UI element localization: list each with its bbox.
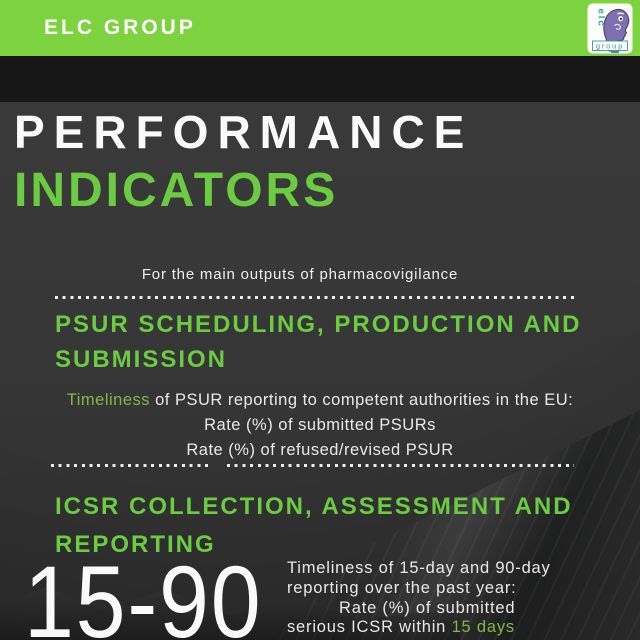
logo-box-text: group — [596, 41, 624, 50]
icsr-section-heading: ICSR COLLECTION, ASSESSMENT AND REPORTIN… — [55, 493, 573, 558]
fifteen-days-highlight: 15 days — [451, 618, 515, 637]
title-indicators: INDICATORS — [14, 164, 339, 217]
dotted-divider-middle-right — [227, 464, 574, 467]
icsr-body-line-4: serious ICSR within 15 days — [287, 618, 567, 638]
psur-body-line-2: Rate (%) of submitted PSURs — [204, 416, 436, 434]
elc-group-logo-icon: elc group — [587, 3, 633, 54]
dotted-divider-top — [55, 296, 578, 299]
subtitle: For the main outputs of pharmacovigilanc… — [141, 266, 459, 283]
icsr-line4-prefix: serious ICSR within — [287, 618, 452, 637]
icsr-body-line-2: reporting over the past year: — [287, 578, 517, 597]
timeliness-highlight: Timeliness — [66, 391, 151, 409]
dotted-divider-middle-left — [51, 464, 212, 467]
psur-section-heading: PSUR SCHEDULING, PRODUCTION AND SUBMISSI… — [55, 311, 582, 373]
psur-lead-rest: of PSUR reporting to competent authoriti… — [150, 391, 574, 409]
metric-15-90: 15-90 — [24, 545, 263, 640]
title-band — [0, 55, 640, 102]
header-banner: ELC GROUP elc group — [0, 0, 640, 56]
logo-vertical-text: elc — [596, 9, 607, 28]
icsr-body-line-3: Rate (%) of submitted — [339, 598, 516, 617]
icsr-section-body: Timeliness of 15-day and 90-day reportin… — [287, 559, 567, 638]
title-performance: PERFORMANCE — [14, 106, 474, 158]
psur-section-body: Timeliness of PSUR reporting to competen… — [0, 388, 640, 463]
logo-eye-icon — [619, 17, 622, 20]
psur-body-line-3: Rate (%) of refused/revised PSUR — [186, 441, 454, 459]
logo-ear-spiral-icon — [614, 23, 621, 30]
psur-body-line-1: Timeliness of PSUR reporting to competen… — [0, 388, 640, 413]
icsr-body-line-1: Timeliness of 15-day and 90-day — [287, 559, 551, 577]
brand-name: ELC GROUP — [44, 16, 196, 39]
